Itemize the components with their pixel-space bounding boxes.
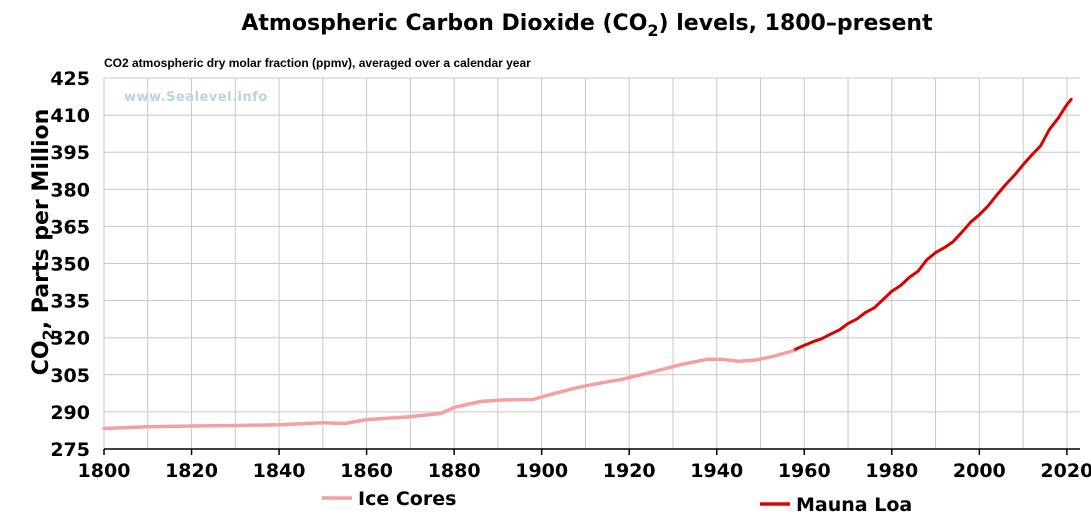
y-tick-label: 365 bbox=[50, 216, 90, 238]
x-tick-label: 1800 bbox=[78, 460, 131, 482]
series-line-mauna-loa bbox=[794, 97, 1073, 351]
y-tick-label: 290 bbox=[50, 402, 90, 424]
y-tick-label: 380 bbox=[50, 179, 90, 201]
y-axis-label: CO2, Parts per Million bbox=[29, 109, 58, 376]
chart-title-main: Atmospheric Carbon Dioxide (CO bbox=[241, 11, 647, 36]
y-tick-label: 275 bbox=[50, 439, 90, 461]
y-tick-label: 305 bbox=[50, 365, 90, 387]
x-tick-label: 1820 bbox=[165, 460, 218, 482]
watermark: www.Sealevel.info bbox=[124, 90, 268, 105]
chart-title-subscript: 2 bbox=[647, 21, 658, 40]
y-axis-label-subscript: 2 bbox=[39, 329, 58, 340]
chart-title-end: ) levels, 1800–present bbox=[659, 11, 934, 36]
x-tick-label: 1880 bbox=[428, 460, 481, 482]
grid-lines bbox=[103, 77, 1080, 455]
y-tick-label: 320 bbox=[50, 328, 90, 350]
x-tick-label: 2000 bbox=[953, 460, 1006, 482]
legend-label-ice-cores: Ice Cores bbox=[358, 488, 456, 510]
series-line-ice-cores bbox=[102, 348, 798, 431]
x-tick-label: 1860 bbox=[340, 460, 393, 482]
legend-item-ice-cores: Ice Cores bbox=[322, 488, 456, 510]
x-tick-label: 1960 bbox=[778, 460, 831, 482]
x-tick-label: 1840 bbox=[253, 460, 306, 482]
x-tick-label: 1980 bbox=[865, 460, 918, 482]
y-axis-label-end: , Parts per Million bbox=[29, 109, 54, 330]
x-tick-label: 1940 bbox=[690, 460, 743, 482]
x-tick-label: 2020 bbox=[1040, 460, 1091, 482]
y-tick-label: 335 bbox=[50, 291, 90, 313]
chart-title: Atmospheric Carbon Dioxide (CO2) levels,… bbox=[241, 11, 933, 40]
legend: Ice Cores Mauna Loa bbox=[322, 488, 912, 516]
y-tick-label: 425 bbox=[50, 68, 90, 90]
y-tick-label: 395 bbox=[50, 142, 90, 164]
x-tick-label: 1920 bbox=[603, 460, 656, 482]
x-tick-label: 1900 bbox=[515, 460, 568, 482]
y-tick-label: 410 bbox=[50, 105, 90, 127]
series-lines bbox=[102, 97, 1073, 431]
axis-tick-labels: 275 290 305 320 335 350 365 380 395 410 425 1800 182… bbox=[50, 68, 1091, 482]
y-tick-label: 350 bbox=[50, 254, 90, 276]
legend-item-mauna-loa: Mauna Loa bbox=[760, 494, 912, 516]
legend-label-mauna-loa: Mauna Loa bbox=[796, 494, 912, 516]
chart-subtitle: CO2 atmospheric dry molar fraction (ppmv… bbox=[104, 56, 531, 70]
y-axis-label-main: CO bbox=[29, 340, 54, 375]
